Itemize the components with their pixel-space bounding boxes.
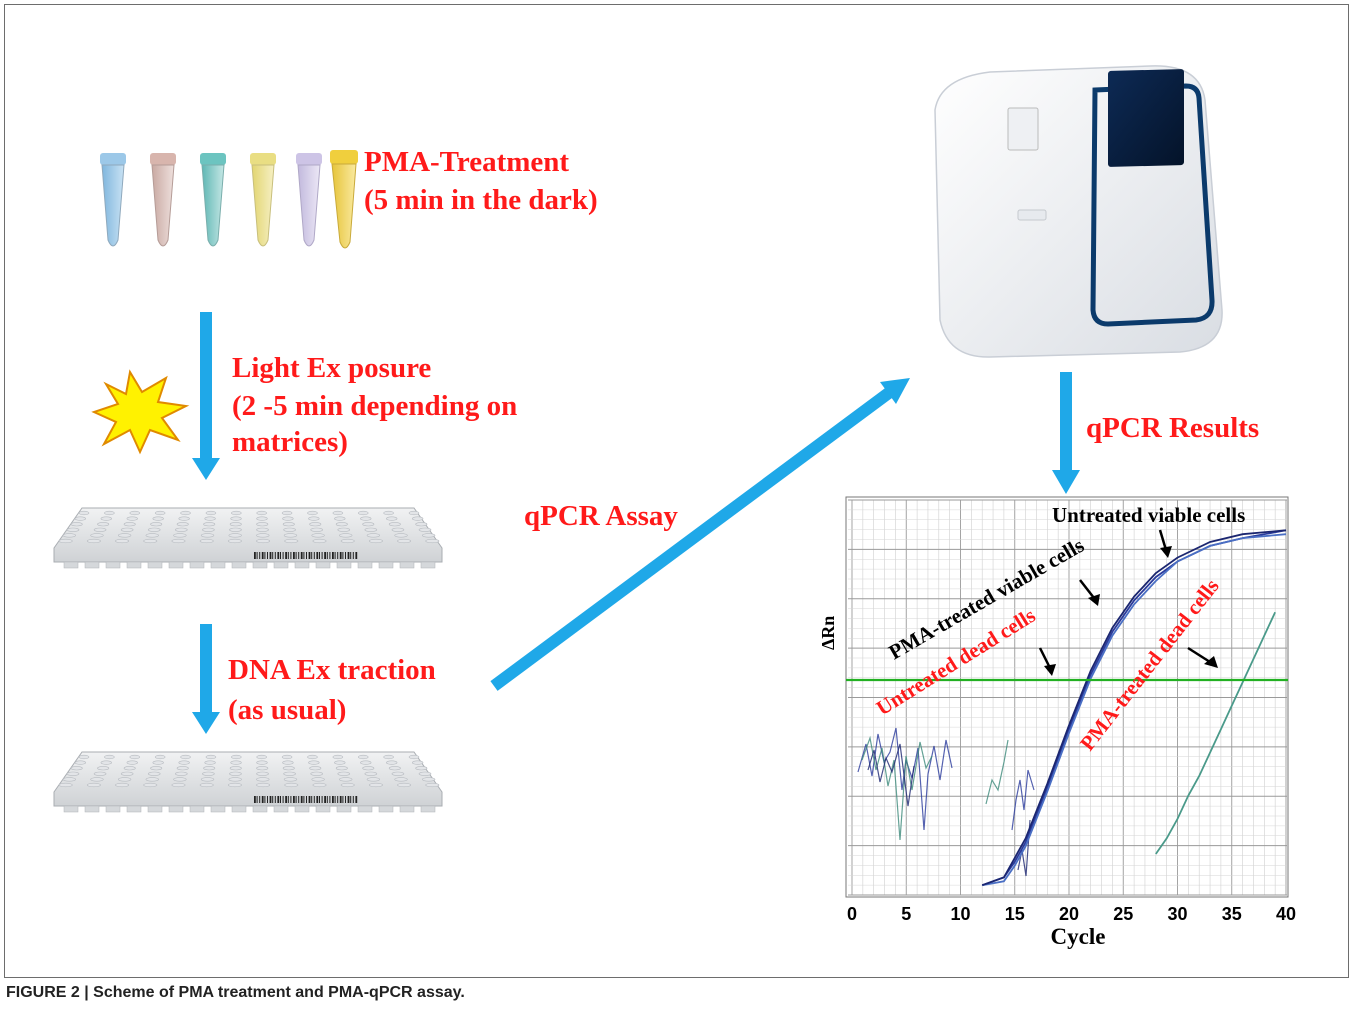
x-tick-label: 25 — [1113, 904, 1134, 924]
x-tick-label: 35 — [1221, 904, 1242, 924]
x-tick-label: 0 — [846, 904, 858, 924]
pma-treatment-sublabel: (5 min in the dark) — [364, 184, 598, 216]
amplification-curves — [981, 529, 1287, 887]
plot-area — [845, 496, 1289, 898]
arrow-qpcr-assay — [490, 378, 910, 691]
figure-caption: FIGURE 2 | Scheme of PMA treatment and P… — [6, 984, 465, 1001]
x-tick-label: 10 — [950, 904, 971, 924]
x-tick-label: 30 — [1167, 904, 1188, 924]
series-line-2 — [982, 533, 1287, 887]
y-axis-label: ΔRn — [818, 616, 838, 650]
qpcr-instrument — [934, 65, 1223, 358]
tube-gold — [330, 150, 358, 249]
figure-frame — [4, 4, 1349, 978]
light-exposure-label: Light Ex posure — [232, 352, 432, 384]
well-plate-2 — [53, 751, 443, 813]
x-tick-label: 15 — [1004, 904, 1025, 924]
microcentrifuge-tubes — [100, 150, 358, 249]
light-exposure-sublabel-1: (2 -5 min depending on — [232, 390, 518, 422]
series-line-3 — [981, 529, 1287, 887]
qpcr-results-label: qPCR Results — [1086, 412, 1260, 444]
tube-teal — [200, 153, 226, 247]
tube-lilac — [296, 153, 322, 247]
tube-blue — [100, 153, 126, 247]
arrow-light-exposure — [192, 312, 220, 480]
qpcr-assay-label: qPCR Assay — [524, 500, 678, 532]
tube-pink — [150, 153, 176, 247]
x-tick-label: 40 — [1275, 904, 1297, 924]
light-exposure-sublabel-2: matrices) — [232, 426, 348, 458]
arrow-dna-extraction — [192, 624, 220, 734]
tube-yellow — [250, 153, 276, 247]
amplification-plot: Untreated viable cells PMA-treated viabl… — [818, 496, 1289, 898]
dna-extraction-sublabel: (as usual) — [228, 694, 347, 726]
arrow-qpcr-results — [1052, 372, 1080, 494]
noise-traces — [857, 727, 1035, 877]
pma-treatment-label: PMA-Treatment — [364, 146, 570, 178]
light-burst-icon — [91, 369, 190, 455]
annotation-pointers — [1038, 529, 1218, 676]
x-tick-label: 20 — [1058, 904, 1080, 924]
label-untreated-viable: Untreated viable cells — [1052, 503, 1245, 527]
series-line-4 — [1155, 611, 1276, 855]
x-tick-label: 5 — [901, 904, 912, 924]
dna-extraction-label: DNA Ex traction — [228, 654, 436, 686]
well-plate-1 — [53, 507, 443, 569]
x-axis-label: Cycle — [1050, 924, 1106, 949]
